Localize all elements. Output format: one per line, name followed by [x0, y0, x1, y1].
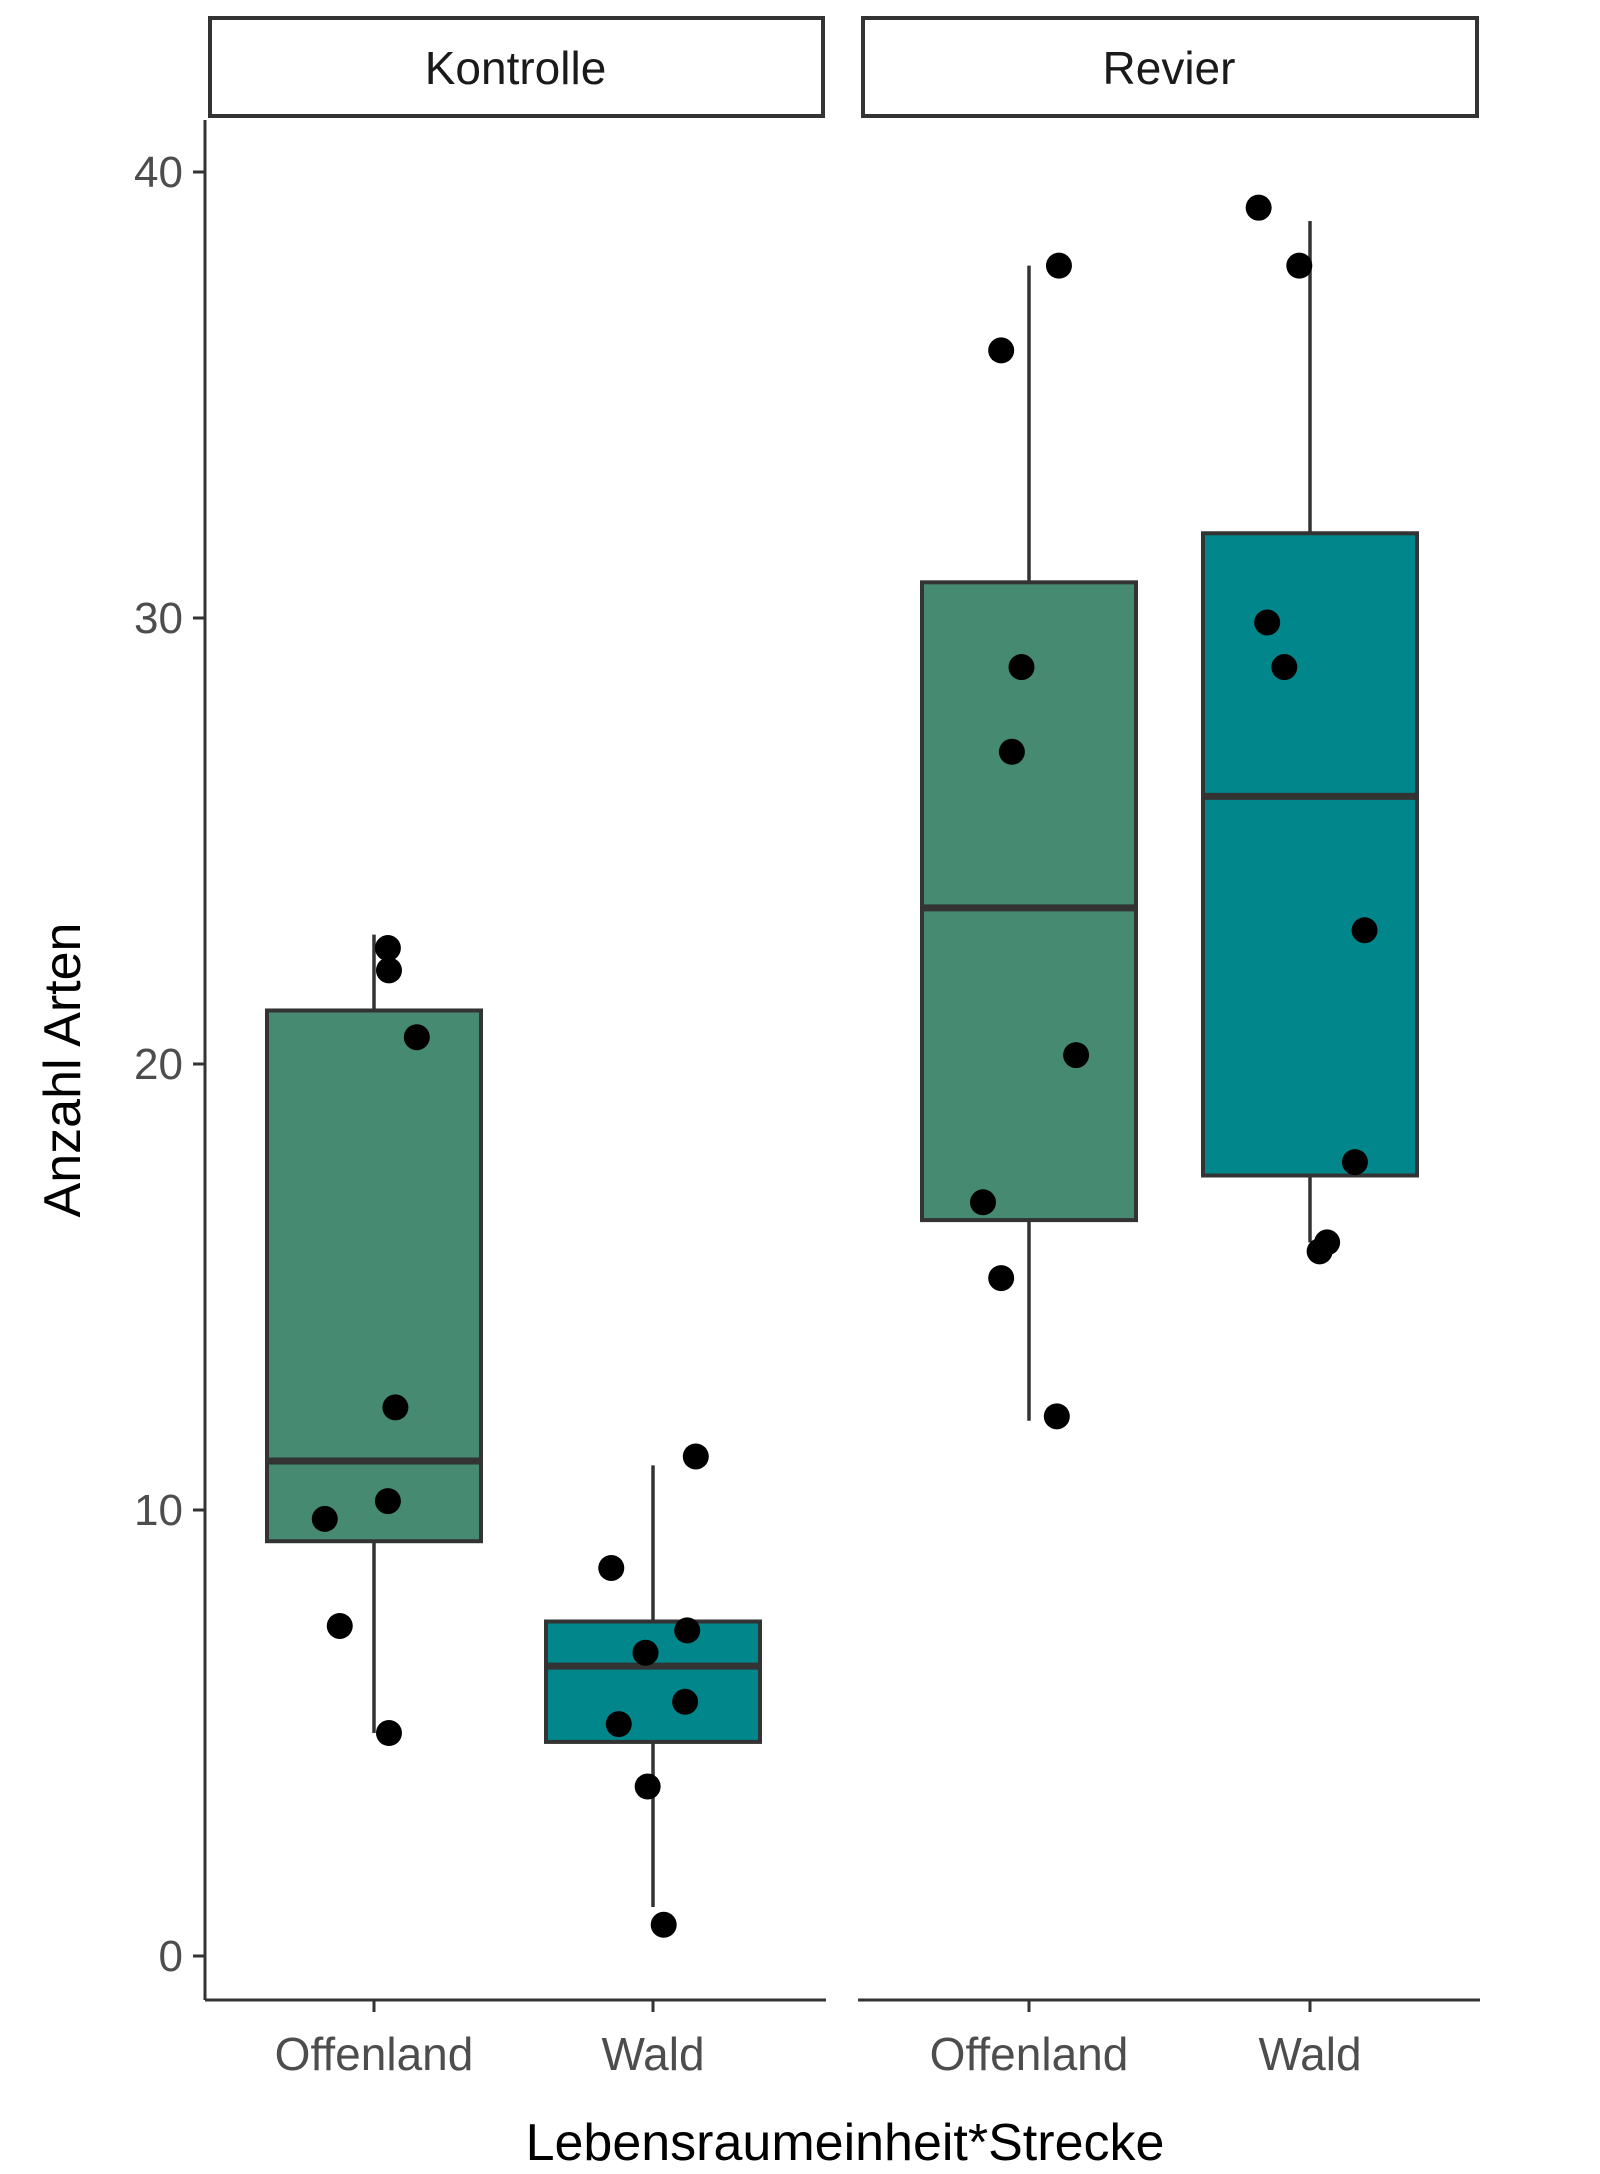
- data-point: [682, 1443, 709, 1470]
- box: [265, 1008, 483, 1544]
- data-point: [634, 1773, 661, 1800]
- facet-strip-label: Kontrolle: [425, 42, 607, 94]
- data-point: [998, 738, 1025, 765]
- y-tick-label: 40: [134, 148, 183, 197]
- data-point: [988, 337, 1015, 364]
- y-tick-label: 30: [134, 594, 183, 643]
- box: [920, 580, 1138, 1223]
- facet-strip: [208, 16, 825, 118]
- data-point: [374, 935, 401, 962]
- data-point: [382, 1394, 409, 1421]
- data-point: [1008, 654, 1035, 681]
- data-point: [311, 1505, 338, 1532]
- data-point: [326, 1612, 353, 1639]
- data-point: [598, 1554, 625, 1581]
- data-point: [1045, 252, 1072, 279]
- box: [1201, 531, 1419, 1178]
- x-tick-label: Wald: [601, 2028, 704, 2080]
- data-point: [674, 1617, 701, 1644]
- y-tick-label: 10: [134, 1486, 183, 1535]
- data-point: [672, 1688, 699, 1715]
- data-point: [1286, 252, 1313, 279]
- data-point: [1351, 917, 1378, 944]
- y-tick-label: 0: [159, 1932, 183, 1981]
- x-tick-label: Offenland: [275, 2028, 474, 2080]
- facet-strips: Kontrolle Revier: [208, 16, 1479, 118]
- axes: 0 10 20 30 40 Offenland Wald Offenland Wald: [134, 120, 1480, 2080]
- data-point: [1271, 654, 1298, 681]
- data-point: [375, 957, 402, 984]
- data-point: [1314, 1229, 1341, 1256]
- data-point: [969, 1189, 996, 1216]
- box: [544, 1619, 762, 1744]
- x-tick-label: Wald: [1258, 2028, 1361, 2080]
- x-tick-label: Offenland: [930, 2028, 1129, 2080]
- data-point: [1341, 1149, 1368, 1176]
- y-axis-label: Anzahl Arten: [34, 923, 92, 1218]
- data-point: [374, 1488, 401, 1515]
- data-point: [650, 1911, 677, 1938]
- boxes: [265, 221, 1419, 1907]
- data-point: [375, 1720, 402, 1746]
- points: [311, 194, 1378, 1938]
- data-point: [1063, 1042, 1090, 1069]
- data-point: [988, 1265, 1015, 1292]
- data-point: [632, 1639, 659, 1666]
- facet-strip-label: Revier: [1103, 42, 1236, 94]
- data-point: [1043, 1403, 1070, 1430]
- y-tick-label: 20: [134, 1040, 183, 1089]
- x-axis-label: Lebensraumeinheit*Strecke: [526, 2114, 1165, 2169]
- facet-strip: [861, 16, 1479, 118]
- data-point: [1245, 194, 1272, 221]
- data-point: [403, 1024, 430, 1051]
- data-point: [1254, 609, 1281, 636]
- data-point: [605, 1711, 632, 1738]
